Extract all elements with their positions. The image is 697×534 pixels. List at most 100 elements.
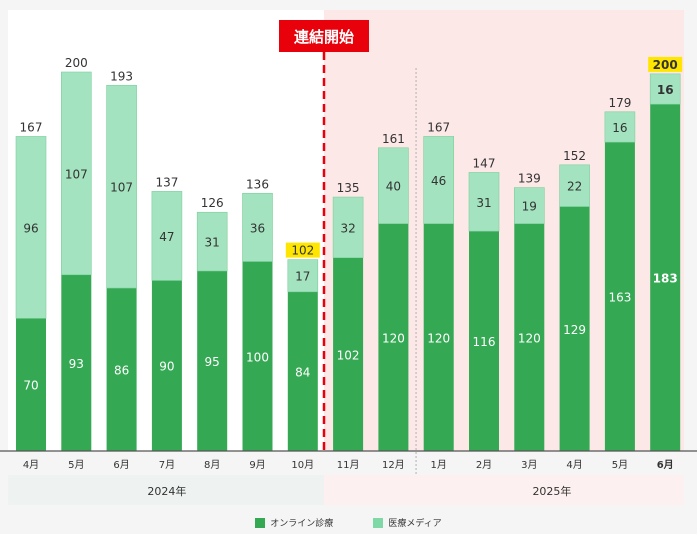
total-label: 102 [291, 244, 314, 258]
value-label-online: 95 [205, 355, 220, 369]
value-label-online: 100 [246, 350, 269, 364]
year-label-2024: 2024年 [147, 484, 186, 498]
year-band-2025 [324, 475, 684, 505]
value-label-online: 129 [563, 323, 586, 337]
value-label-media: 36 [250, 221, 265, 235]
value-label-media: 40 [386, 180, 401, 194]
x-tick-label: 6月 [657, 459, 674, 471]
legend: オンライン診療 医療メディア [0, 516, 697, 529]
bar-online [378, 223, 409, 451]
x-tick-label: 9月 [249, 459, 265, 471]
bar-online [333, 257, 364, 451]
value-label-online: 183 [653, 272, 678, 286]
x-tick-label: 5月 [68, 459, 84, 471]
bar-media [196, 211, 228, 272]
value-label-media: 47 [159, 230, 174, 244]
x-tick-label: 6月 [113, 459, 129, 471]
legend-swatch-media [373, 517, 384, 528]
bar-media [378, 147, 409, 224]
total-label: 136 [246, 177, 269, 191]
x-tick-label: 8月 [204, 459, 220, 471]
bar-online [61, 274, 92, 451]
legend-item-media: 医療メディア [373, 516, 442, 529]
value-label-media: 31 [476, 196, 491, 210]
bar-online [16, 318, 46, 451]
value-label-media: 16 [657, 83, 674, 97]
bar-online [469, 231, 499, 451]
legend-item-online: オンライン診療 [255, 516, 333, 529]
x-tick-label: 2月 [476, 459, 492, 471]
value-label-media: 22 [567, 180, 582, 194]
total-label: 135 [337, 181, 360, 195]
bar-online [197, 270, 228, 451]
value-label-online: 120 [427, 331, 450, 345]
bar-media [287, 259, 319, 293]
value-label-media: 107 [110, 181, 133, 195]
value-label-media: 16 [612, 121, 627, 135]
bar-online [514, 223, 545, 451]
total-label: 137 [155, 175, 178, 189]
bar-media [513, 187, 545, 224]
value-label-media: 19 [522, 200, 537, 214]
bar-online [106, 288, 137, 451]
x-tick-label: 4月 [566, 459, 582, 471]
total-label: 179 [608, 96, 631, 110]
total-label: 126 [201, 196, 224, 210]
total-label: 139 [518, 172, 541, 186]
bar-media [106, 84, 137, 289]
x-tick-label: 10月 [291, 459, 314, 471]
x-tick-label: 7月 [159, 459, 175, 471]
bar-media [649, 73, 681, 105]
bar-media [559, 164, 590, 207]
x-tick-label: 4月 [23, 459, 39, 471]
bar-media [242, 192, 273, 262]
value-label-online: 102 [337, 348, 360, 362]
total-label: 167 [427, 120, 450, 134]
value-label-online: 86 [114, 364, 129, 378]
value-label-online: 84 [295, 365, 310, 379]
value-label-media: 17 [295, 270, 310, 284]
bar-media [60, 71, 92, 276]
bar-online [151, 280, 182, 451]
bar-online [604, 142, 635, 452]
value-label-media: 46 [431, 174, 446, 188]
bar-media [15, 136, 47, 319]
value-label-online: 163 [608, 291, 631, 305]
bar-media [423, 136, 455, 224]
bar-media [604, 111, 636, 143]
bar-online [559, 206, 590, 451]
value-label-online: 120 [518, 331, 541, 345]
value-label-media: 31 [205, 236, 220, 250]
total-label: 167 [20, 120, 43, 134]
total-label: 193 [110, 69, 133, 83]
total-label: 200 [653, 58, 678, 72]
value-label-media: 96 [23, 221, 38, 235]
value-label-online: 116 [473, 335, 496, 349]
legend-label-online: オンライン診療 [270, 519, 334, 529]
bar-online [650, 104, 681, 451]
total-label: 161 [382, 132, 405, 146]
legend-swatch-online [255, 517, 266, 528]
value-label-online: 93 [69, 357, 84, 371]
x-tick-label: 1月 [431, 459, 447, 471]
x-tick-label: 11月 [337, 459, 360, 471]
value-label-media: 32 [340, 221, 355, 235]
x-tick-label: 12月 [382, 459, 405, 471]
total-label: 147 [473, 156, 496, 170]
total-highlight [648, 56, 683, 72]
legend-label-media: 医療メディア [388, 519, 442, 529]
consolidation-badge [279, 20, 369, 52]
bar-online [423, 223, 454, 451]
bar-online [242, 261, 273, 451]
year-label-2025: 2025年 [532, 484, 571, 498]
x-tick-label: 5月 [612, 459, 628, 471]
bar-media [468, 172, 500, 232]
value-label-media: 107 [65, 167, 88, 181]
x-tick-label: 3月 [521, 459, 537, 471]
consolidation-badge-label: 連結開始 [294, 28, 354, 46]
total-label: 200 [65, 56, 88, 70]
bar-media [151, 191, 183, 281]
year-band-2024 [8, 475, 324, 505]
bar-media [332, 196, 364, 259]
